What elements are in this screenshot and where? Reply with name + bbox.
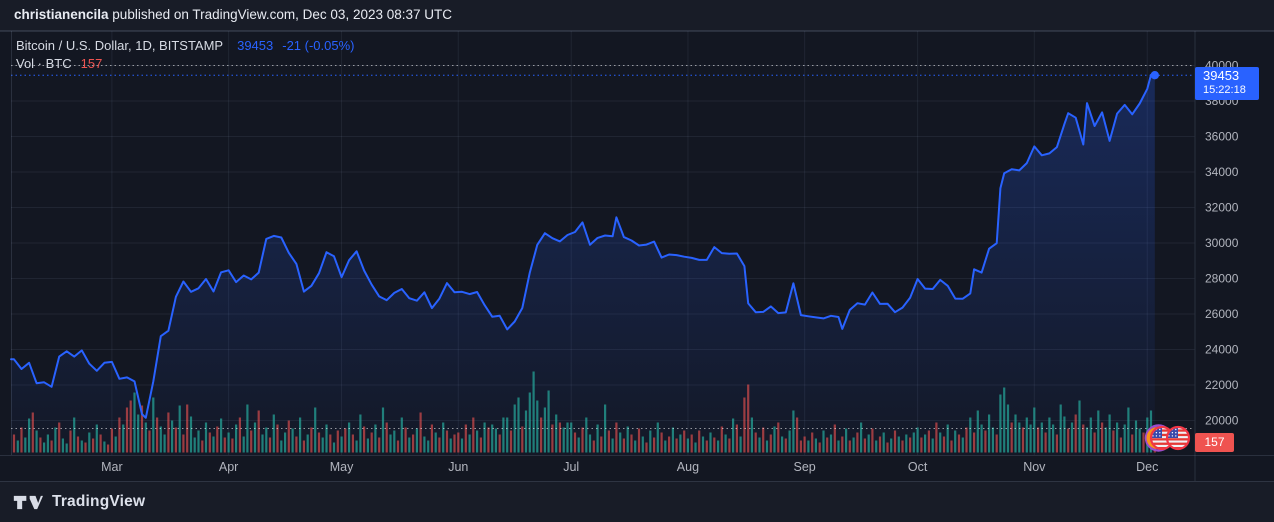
last-price-value: 39453 (1203, 68, 1240, 83)
attribution-bar: christianencila published on TradingView… (0, 0, 1274, 31)
last-price-label: 39453 15:22:18 (1195, 67, 1259, 100)
time-scale-axis[interactable]: Mar Apr May Jun Jul Aug Sep Oct Nov Dec (101, 460, 1158, 474)
price-line-series (10, 73, 1156, 419)
price-chart-canvas[interactable]: 4000038000360003400032000300002800026000… (0, 31, 1274, 481)
x-axis-month-label: Apr (219, 460, 238, 474)
last-price-marker (1150, 71, 1159, 80)
legend-volume-value: 157 (80, 56, 103, 71)
legend-change: -21 (-0.05%) (282, 38, 355, 53)
y-axis-tick-label: 34000 (1205, 165, 1239, 179)
y-axis-tick-label: 30000 (1205, 236, 1239, 250)
y-axis-tick-label: 26000 (1205, 307, 1239, 321)
footer-bar: TradingView (0, 481, 1274, 522)
x-axis-month-label: Sep (794, 460, 816, 474)
x-axis-month-label: Jul (563, 460, 579, 474)
chart-legend: Bitcoin / U.S. Dollar, 1D, BITSTAMP 39453… (16, 37, 355, 73)
x-axis-month-label: Aug (677, 460, 699, 474)
y-axis-tick-label: 24000 (1205, 343, 1239, 357)
x-axis-month-label: Nov (1023, 460, 1046, 474)
y-axis-tick-label: 22000 (1205, 378, 1239, 392)
tradingview-logo-icon[interactable] (13, 493, 43, 512)
y-axis-tick-label: 20000 (1205, 414, 1239, 428)
chart-area: 40000 38000 36000 34000 32000 30000 28000 26000… (0, 31, 1274, 481)
x-axis-month-label: Dec (1136, 460, 1158, 474)
price-scale-axis[interactable]: 4000038000360003400032000300002800026000… (1205, 59, 1239, 428)
x-axis-month-label: Mar (101, 460, 123, 474)
instrument-logos-icon (1144, 424, 1191, 452)
last-volume-label: 157 (1195, 433, 1234, 452)
bar-countdown: 15:22:18 (1203, 84, 1246, 96)
y-axis-tick-label: 32000 (1205, 201, 1239, 215)
x-axis-month-label: Jun (448, 460, 468, 474)
symbol-title[interactable]: Bitcoin / U.S. Dollar, 1D, BITSTAMP (16, 38, 224, 53)
attribution-username: christianencila (14, 7, 109, 22)
y-axis-tick-label: 28000 (1205, 272, 1239, 286)
y-axis-tick-label: 36000 (1205, 130, 1239, 144)
x-axis-month-label: Oct (908, 460, 928, 474)
attribution-text: published on TradingView.com, Dec 03, 20… (108, 7, 453, 22)
pane-borders (0, 31, 1274, 481)
price-area-fill (11, 74, 1155, 456)
x-axis-month-label: May (330, 460, 354, 474)
volume-indicator-title[interactable]: Vol · BTC (16, 56, 72, 71)
tradingview-brand[interactable]: TradingView (52, 493, 146, 510)
legend-last-price: 39453 (237, 38, 274, 53)
